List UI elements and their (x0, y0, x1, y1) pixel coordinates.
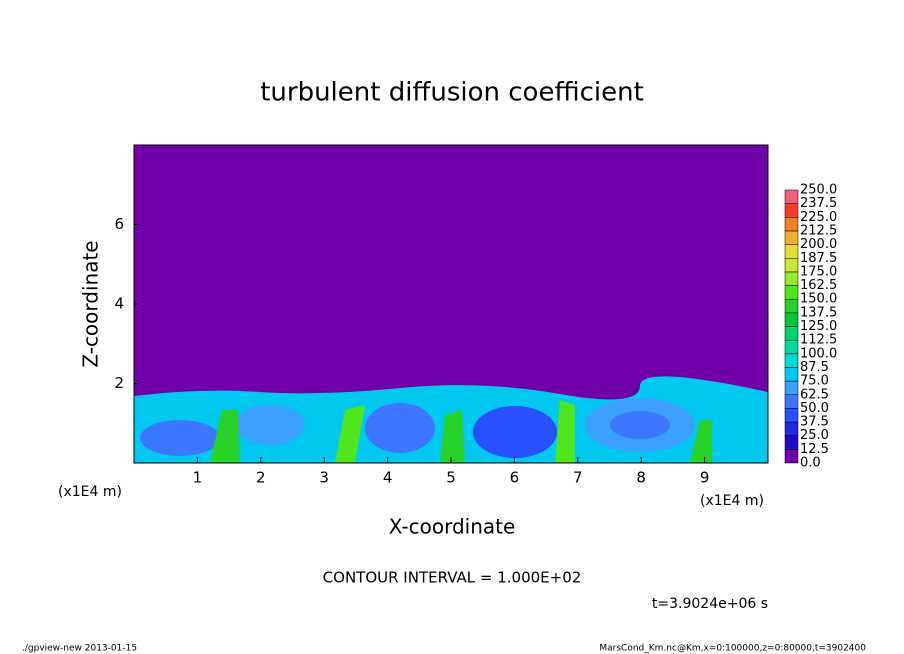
plume (690, 420, 712, 463)
colorbar-box (784, 244, 799, 259)
colorbar-label: 112.5 (800, 333, 837, 348)
footer-right: MarsCond_Km.nc@Km,x=0:100000,z=0:80000,t… (599, 644, 866, 654)
time-label: t=3.9024e+06 s (652, 596, 768, 612)
field (134, 145, 768, 463)
colorbar-label: 87.5 (800, 360, 829, 375)
x-unit: (x1E4 m) (700, 493, 764, 509)
colorbar-label: 187.5 (800, 251, 837, 266)
eddy (365, 403, 435, 453)
x-tick-label: 5 (446, 469, 456, 487)
colorbar-label: 0.0 (800, 456, 821, 471)
colorbar-label: 100.0 (800, 346, 837, 361)
colorbar-box (784, 394, 799, 409)
x-tick-label: 2 (256, 469, 266, 487)
colorbar-label: 237.5 (800, 196, 837, 211)
plume (210, 410, 240, 463)
colorbar-box (784, 339, 799, 355)
colorbar-label: 12.5 (800, 442, 829, 457)
plume (335, 405, 365, 463)
colorbar-box (784, 203, 799, 218)
colorbar-label: 162.5 (800, 278, 837, 293)
colorbar-label: 50.0 (800, 401, 829, 416)
x-tick-label: 8 (636, 469, 646, 487)
colorbar-box (784, 326, 799, 341)
y-tick-label: 4 (114, 295, 124, 313)
x-axis-label: X-coordinate (389, 515, 516, 539)
colorbar-box (784, 217, 799, 232)
colorbar-box (784, 408, 799, 423)
x-tick-label: 7 (573, 469, 583, 487)
colorbar-box (784, 230, 799, 245)
y-tick-label: 2 (114, 374, 124, 392)
colorbar-box (784, 298, 799, 314)
colorbar-label: 75.0 (800, 374, 829, 389)
plume (440, 410, 465, 463)
colorbar-label: 137.5 (800, 305, 837, 320)
colorbar-box (784, 285, 799, 300)
y-axis-label: Z-coordinate (79, 240, 103, 367)
colorbar-box (784, 189, 799, 204)
colorbar-label: 62.5 (800, 387, 829, 402)
y-tick-label: 6 (114, 215, 124, 233)
colorbar-box (784, 367, 799, 382)
colorbar-label: 150.0 (800, 292, 837, 307)
colorbar-label: 25.0 (800, 428, 829, 443)
x-tick-label: 4 (383, 469, 393, 487)
colorbar-box (784, 353, 799, 368)
colorbar-box (784, 271, 799, 286)
plume (555, 400, 575, 463)
eddy (140, 420, 220, 456)
x-tick-label: 1 (193, 469, 203, 487)
colorbar-label: 200.0 (800, 237, 837, 252)
colorbar-box (784, 312, 799, 327)
y-unit: (x1E4 m) (58, 484, 122, 500)
contour-interval: CONTOUR INTERVAL = 1.000E+02 (323, 569, 582, 587)
footer-left: ./gpview-new 2013-01-15 (22, 644, 137, 654)
x-tick-label: 3 (319, 469, 329, 487)
colorbar-box (784, 449, 799, 464)
colorbar-label: 37.5 (800, 415, 829, 430)
colorbar-label: 212.5 (800, 223, 837, 238)
colorbar-box (784, 421, 799, 436)
colorbar-label: 250.0 (800, 183, 837, 198)
colorbar-box (784, 435, 799, 450)
colorbar-box (784, 258, 799, 273)
eddy (473, 406, 557, 458)
chart-title: turbulent diffusion coefficient (260, 78, 644, 108)
colorbar-label: 225.0 (800, 210, 837, 225)
colorbar-box (784, 380, 799, 396)
eddy (235, 405, 305, 445)
eddy (610, 411, 670, 439)
x-tick-label: 6 (510, 469, 520, 487)
x-tick-label: 9 (700, 469, 710, 487)
colorbar-label: 175.0 (800, 264, 837, 279)
colorbar-label: 125.0 (800, 319, 837, 334)
